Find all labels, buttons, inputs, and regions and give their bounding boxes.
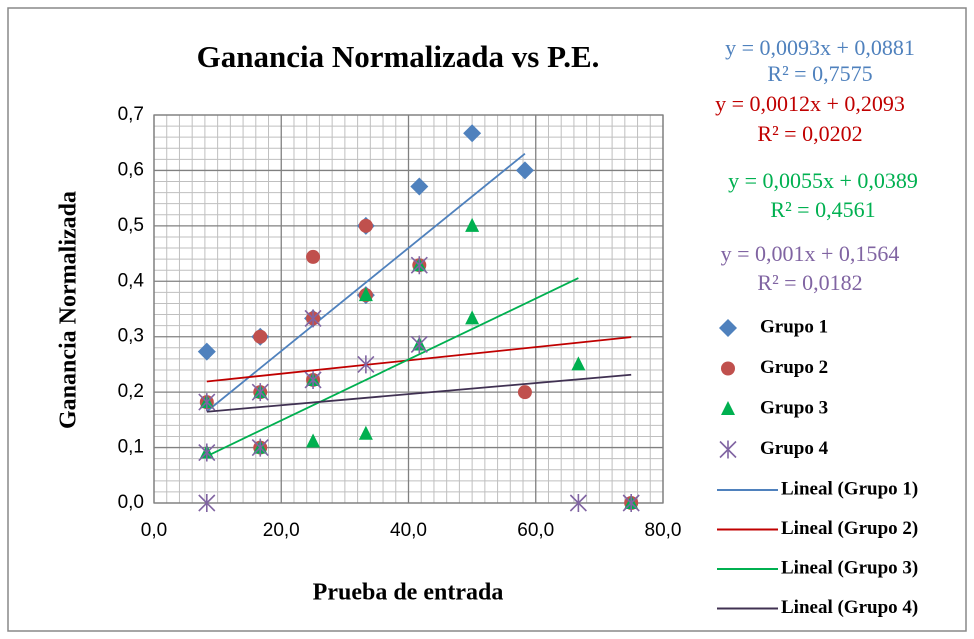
trendline-equation: y = 0,0055x + 0,0389 xyxy=(728,168,918,193)
y-tick-label: 0,5 xyxy=(118,215,144,236)
marker xyxy=(304,370,322,389)
x-tick-label: 80,0 xyxy=(645,520,682,541)
legend: Grupo 1 Grupo 2 Grupo 3 Grupo 4 Lineal (Grup… xyxy=(717,316,918,618)
legend-label: Lineal (Grupo 1) xyxy=(781,478,918,499)
y-tick-label: 0,0 xyxy=(118,492,144,513)
plot-border xyxy=(153,114,664,504)
trendline-equation: y = 0,0093x + 0,0881 xyxy=(725,35,915,60)
x-tick-label: 60,0 xyxy=(517,520,554,541)
x-tick-label: 0,0 xyxy=(141,520,167,541)
marker xyxy=(410,177,429,196)
marker xyxy=(358,425,373,440)
trendline xyxy=(206,152,526,413)
y-axis-label: Ganancia Normalizada xyxy=(56,191,82,429)
y-tick-label: 0,3 xyxy=(118,326,144,347)
trendline-equation: y = 0,001x + 0,1564 xyxy=(721,241,900,266)
marker xyxy=(251,438,269,457)
legend-marker xyxy=(721,361,735,376)
marker xyxy=(622,494,640,512)
legend-label: Lineal (Grupo 3) xyxy=(781,557,918,578)
marker xyxy=(197,342,216,361)
marker xyxy=(306,433,321,448)
y-tick-label: 0,7 xyxy=(118,104,144,125)
marker xyxy=(358,218,373,233)
x-axis-label: Prueba de entrada xyxy=(313,580,504,606)
y-tick-label: 0,1 xyxy=(118,437,144,458)
marker xyxy=(517,385,532,400)
x-tick-label: 20,0 xyxy=(263,520,300,541)
legend-marker xyxy=(719,319,737,337)
trendline-r2: R² = 0,7575 xyxy=(767,61,872,86)
legend-label: Grupo 2 xyxy=(760,357,828,378)
trendline-r2: R² = 0,0182 xyxy=(757,270,862,295)
marker xyxy=(465,310,480,325)
marker xyxy=(571,356,586,371)
legend-label: Lineal (Grupo 4) xyxy=(781,597,918,618)
marker xyxy=(253,329,268,344)
trendline-r2: R² = 0,0202 xyxy=(757,121,862,146)
legend-label: Lineal (Grupo 2) xyxy=(781,518,918,539)
x-tick-label: 40,0 xyxy=(390,520,427,541)
trendline-r2: R² = 0,4561 xyxy=(770,197,875,222)
marker xyxy=(569,494,587,512)
marker xyxy=(306,249,321,264)
trendline xyxy=(206,373,632,413)
marker xyxy=(465,217,480,232)
marker xyxy=(410,335,428,354)
marker xyxy=(251,383,269,402)
marker xyxy=(358,287,373,302)
legend-label: Grupo 4 xyxy=(760,438,829,459)
legend-marker xyxy=(721,401,735,415)
trendline xyxy=(206,277,579,457)
chart-border xyxy=(7,7,967,632)
marker xyxy=(304,309,322,328)
y-tick-label: 0,4 xyxy=(118,270,145,291)
marker xyxy=(463,124,482,143)
marker xyxy=(357,355,375,374)
legend-marker xyxy=(719,440,737,459)
y-tick-label: 0,2 xyxy=(118,381,144,402)
marker xyxy=(410,256,428,275)
trendline-equation: y = 0,0012x + 0,2093 xyxy=(715,91,905,116)
trendline xyxy=(206,336,632,383)
y-tick-label: 0,6 xyxy=(118,159,144,180)
marker xyxy=(198,443,216,462)
marker xyxy=(198,494,216,512)
chart-title: Ganancia Normalizada vs P.E. xyxy=(197,39,600,74)
legend-label: Grupo 1 xyxy=(760,316,828,337)
legend-label: Grupo 3 xyxy=(760,397,828,418)
marker xyxy=(198,393,216,412)
marker xyxy=(515,161,534,180)
